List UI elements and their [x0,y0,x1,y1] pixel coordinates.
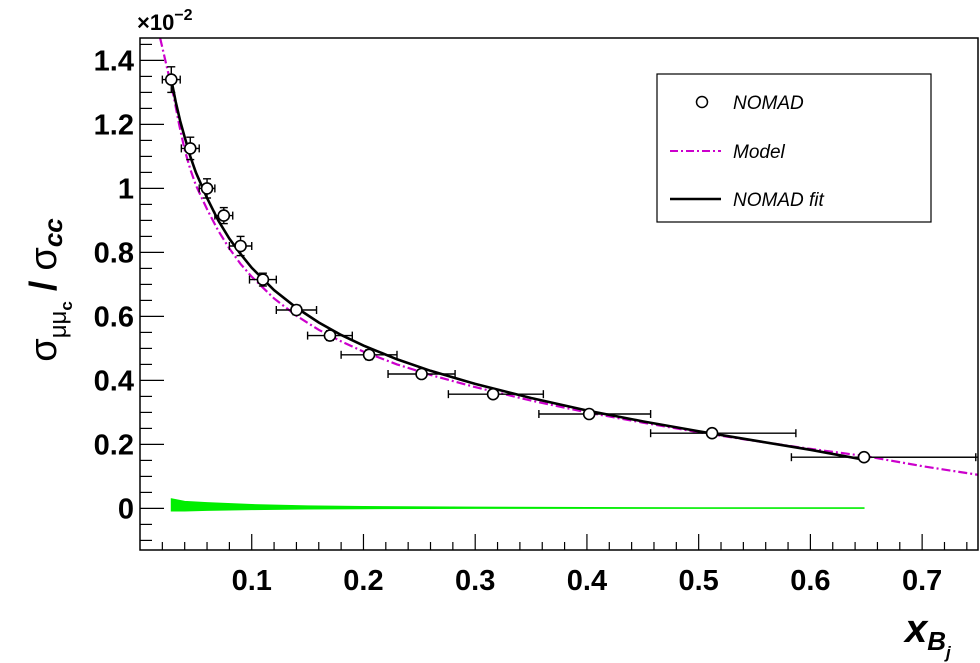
x-tick-label: 0.1 [232,565,272,597]
legend-label-nomad: NOMAD [733,93,804,114]
legend-label-fit: NOMAD fit [733,190,825,211]
y-title-sigma-den: σ [23,247,65,270]
y-tick-label: 0.4 [94,365,134,397]
nomad-marker [323,329,337,342]
y-title-den-sub: cc [38,218,68,247]
x-tick-label: 0.4 [567,565,607,597]
y-title-num-subsub: c [57,301,76,310]
x-title-main: x [903,607,929,651]
nomad-data-point [228,235,253,257]
x-title-sub: B [927,626,946,656]
y-tick-label: 1.4 [94,45,134,77]
plot-frame [139,37,979,551]
y-tick-label: 1 [118,173,134,205]
nomad-marker [290,303,303,317]
nomad-data-point [275,303,318,317]
nomad-marker [217,209,231,222]
legend: NOMAD Model NOMAD fit [656,73,932,223]
x-tick-label: 0.6 [790,565,830,597]
nomad-marker [582,407,596,421]
nomad-marker [857,450,871,464]
nomad-marker [362,348,376,362]
nomad-marker [415,367,428,381]
x-tick-label: 0.3 [455,565,495,597]
nomad-data-point [790,450,977,464]
nomad-marker [256,273,270,286]
legend-marker-nomad [695,95,709,109]
plot-area [159,38,978,512]
y-title-num-sub: μμ [45,311,72,339]
y-multiplier-exponent: −2 [174,7,192,24]
nomad-data-point [340,348,398,362]
nomad-data-point [306,329,353,342]
nomad-data-point [248,272,278,287]
x-title-subsub: j [944,643,952,662]
y-tick-label: 0.8 [94,237,134,269]
nomad-data-point [387,367,456,381]
nomad-data-point [161,66,181,94]
y-axis-title: σμμc/σcc [23,218,76,362]
y-multiplier: ×10−2 [137,7,193,35]
nomad-data-point [180,136,200,161]
y-tick-label: 0.2 [94,429,134,461]
nomad-data-point [649,426,797,440]
y-tick-label: 0.6 [94,301,134,333]
nomad-data-point [447,387,545,401]
nomad-marker [183,142,197,155]
nomad-marker [164,73,178,86]
nomad-marker [234,239,247,253]
y-tick-label: 0 [118,493,134,525]
legend-label-model: Model [733,142,786,163]
axis-ticks: 0.1 0.2 0.3 0.4 0.5 0.6 0.7 0 0.2 0.4 0.6 0.8 1 1.2 1.… [94,43,968,597]
nomad-data-point [214,206,234,225]
nomad-data-point [198,178,216,199]
y-title-slash: / [23,280,65,291]
x-axis-title: xBj [903,607,952,662]
plot-inner [159,38,978,512]
y-title-sigma-num: σ [23,338,65,361]
nomad-data-point [538,407,652,421]
x-tick-label: 0.5 [679,565,719,597]
x-tick-label: 0.7 [902,565,942,597]
nomad-marker [200,182,214,195]
y-tick-label: 1.2 [94,109,134,141]
nomad-marker [486,387,500,401]
uncertainty-band [170,498,865,512]
x-tick-label: 0.2 [343,565,383,597]
y-multiplier-base: ×10 [137,10,174,35]
nomad-marker [705,426,719,440]
